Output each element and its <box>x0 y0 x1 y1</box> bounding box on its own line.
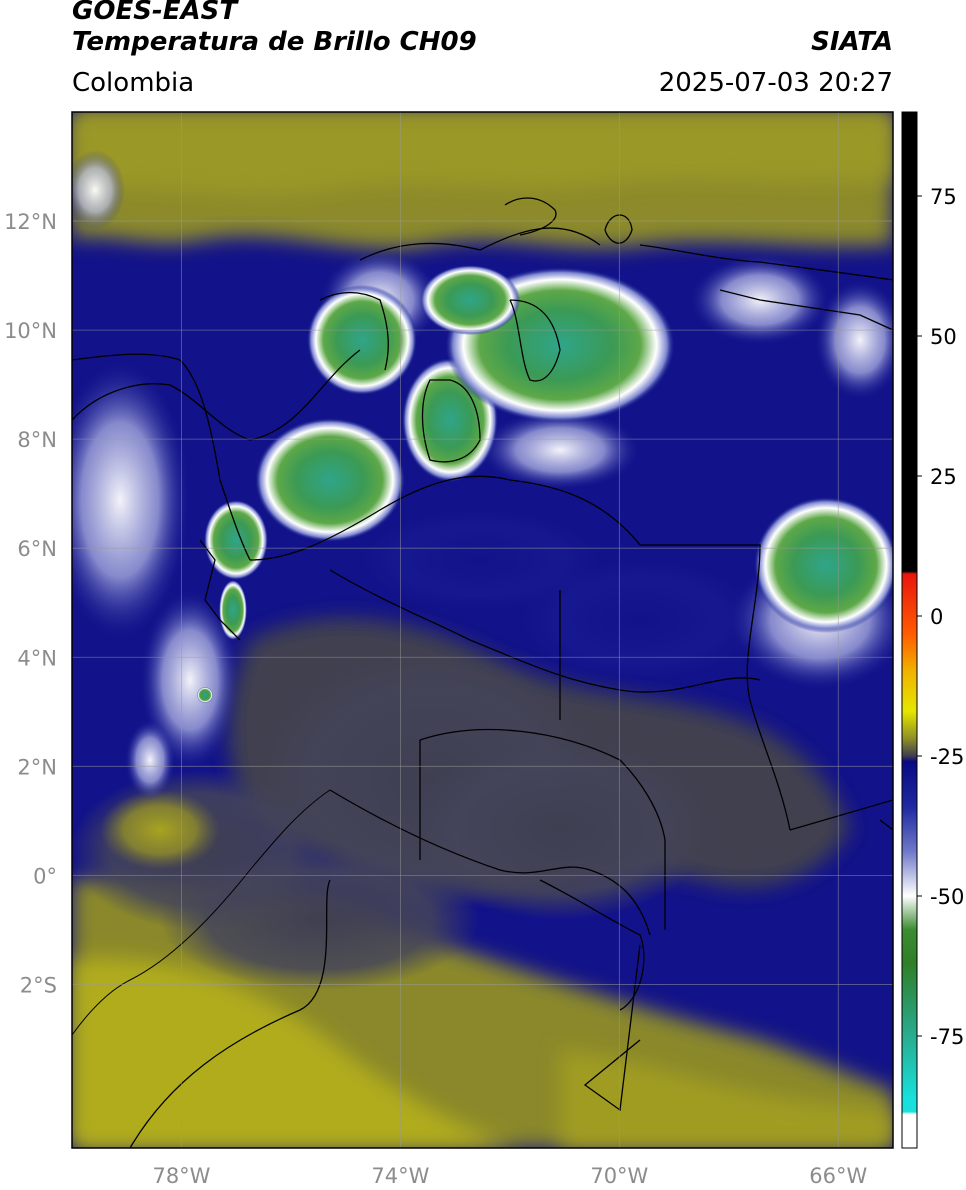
country-borders <box>72 197 893 1148</box>
datetime-label: 2025-07-03 20:27 <box>658 68 893 98</box>
product-title: Temperatura de Brillo CH09 <box>72 27 477 57</box>
region-label: Colombia <box>72 68 195 98</box>
lat-tick-label-7: 2°S <box>20 973 57 997</box>
colorbar-tick-labels: 75 50 25 0 -25 -50 -75 <box>917 185 964 1049</box>
colorbar-tick-label-3: 0 <box>930 605 943 629</box>
colorbar-tick-label-6: -75 <box>930 1025 964 1049</box>
graticule <box>72 112 893 1148</box>
lon-tick-label-0: 78°W <box>152 1164 210 1188</box>
lat-tick-label-1: 10°N <box>4 319 57 343</box>
lat-tick-label-3: 6°N <box>17 537 57 561</box>
brand-label: SIATA <box>811 27 893 57</box>
lon-tick-label-3: 66°W <box>809 1164 867 1188</box>
latitude-axis-labels: 12°N 10°N 8°N 6°N 4°N 2°N 0° 2°S <box>4 210 57 997</box>
lat-tick-label-4: 4°N <box>17 646 57 670</box>
colorbar <box>901 111 918 1149</box>
brightness-temperature-imagery <box>72 112 893 1148</box>
colorbar-tick-label-5: -50 <box>930 885 964 909</box>
map-frame <box>71 111 894 1149</box>
lon-tick-label-2: 70°W <box>590 1164 648 1188</box>
lat-tick-label-5: 2°N <box>17 755 57 779</box>
lat-tick-label-0: 12°N <box>4 210 57 234</box>
colorbar-tick-label-1: 50 <box>930 325 957 349</box>
lat-tick-label-6: 0° <box>33 864 57 888</box>
longitude-axis-labels: 78°W 74°W 70°W 66°W <box>152 1164 867 1188</box>
lon-tick-label-1: 74°W <box>371 1164 429 1188</box>
lat-tick-label-2: 8°N <box>17 428 57 452</box>
colorbar-tick-label-2: 25 <box>930 465 957 489</box>
colorbar-gradient <box>902 112 917 1148</box>
satellite-title: GOES-EAST <box>72 0 238 26</box>
colorbar-tick-label-4: -25 <box>930 745 964 769</box>
colorbar-frame <box>901 111 918 1149</box>
colorbar-tick-label-0: 75 <box>930 185 957 209</box>
